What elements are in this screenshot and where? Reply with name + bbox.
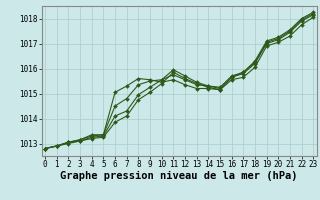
- X-axis label: Graphe pression niveau de la mer (hPa): Graphe pression niveau de la mer (hPa): [60, 171, 298, 181]
